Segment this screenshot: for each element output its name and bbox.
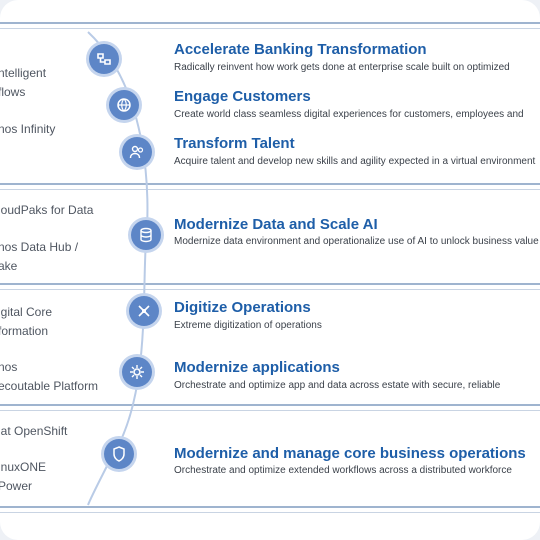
section-divider bbox=[0, 410, 540, 411]
shield-icon bbox=[104, 439, 134, 469]
row-desc: Orchestrate and optimize extended workfl… bbox=[174, 465, 512, 476]
operations-icon bbox=[129, 296, 159, 326]
left-label: inuxONE Power bbox=[0, 460, 47, 493]
row-desc: Orchestrate and optimize app and data ac… bbox=[174, 380, 501, 391]
row-title: Transform Talent bbox=[174, 135, 295, 152]
left-label: igital Core formation bbox=[0, 305, 53, 338]
people-icon bbox=[122, 137, 152, 167]
row-title: Modernize and manage core business opera… bbox=[174, 445, 526, 462]
left-label: ntelligent flows bbox=[0, 66, 47, 99]
row-desc: Radically reinvent how work gets done at… bbox=[174, 62, 510, 73]
row-title: Digitize Operations bbox=[174, 299, 311, 316]
row-title: Accelerate Banking Transformation bbox=[174, 41, 427, 58]
section-divider bbox=[0, 189, 540, 190]
row-desc: Modernize data environment and operation… bbox=[174, 236, 539, 247]
globe-icon bbox=[109, 90, 139, 120]
row-title: Engage Customers bbox=[174, 88, 311, 105]
row-desc: Extreme digitization of operations bbox=[174, 320, 322, 331]
section-divider bbox=[0, 283, 540, 285]
row-desc: Acquire talent and develop new skills an… bbox=[174, 156, 536, 167]
section-divider bbox=[0, 28, 540, 29]
left-label: loudPaks for Data bbox=[0, 203, 94, 217]
row-desc: Create world class seamless digital expe… bbox=[174, 109, 524, 120]
left-label: nos ecoutable Platform bbox=[0, 360, 99, 393]
section-divider bbox=[0, 22, 540, 24]
gear-icon bbox=[122, 357, 152, 387]
section-divider bbox=[0, 512, 540, 513]
section-divider bbox=[0, 289, 540, 290]
left-label: nos Infinity bbox=[0, 122, 56, 136]
row-title: Modernize Data and Scale AI bbox=[174, 216, 378, 233]
workflow-icon bbox=[89, 44, 119, 74]
left-label: nos Data Hub / ake bbox=[0, 240, 79, 273]
data-icon bbox=[131, 220, 161, 250]
section-divider bbox=[0, 404, 540, 406]
section-divider bbox=[0, 183, 540, 185]
row-title: Modernize applications bbox=[174, 359, 340, 376]
section-divider bbox=[0, 506, 540, 508]
left-label: lat OpenShift bbox=[0, 424, 68, 438]
